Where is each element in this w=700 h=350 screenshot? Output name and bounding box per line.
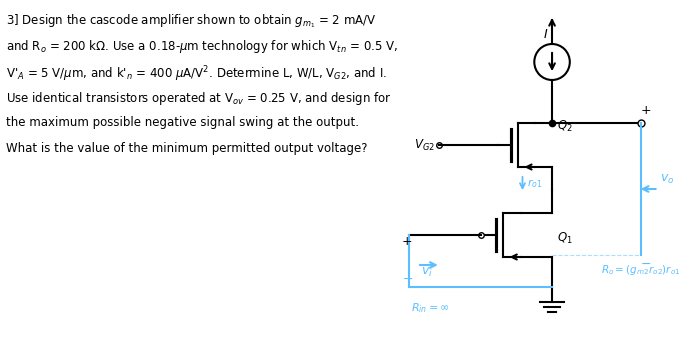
Text: $r_{o1}$: $r_{o1}$ bbox=[527, 177, 543, 190]
Text: $R_{in} = \infty$: $R_{in} = \infty$ bbox=[411, 301, 450, 315]
Text: 3] Design the cascode amplifier shown to obtain $g_{m_1}$ = 2 mA/V: 3] Design the cascode amplifier shown to… bbox=[6, 12, 377, 29]
Text: $Q_1$: $Q_1$ bbox=[557, 230, 573, 246]
Text: $-$: $-$ bbox=[402, 272, 413, 285]
Text: $Q_2$: $Q_2$ bbox=[557, 118, 573, 134]
Text: I: I bbox=[543, 28, 547, 41]
Text: $V_{G2}$: $V_{G2}$ bbox=[414, 138, 435, 153]
Text: $-$: $-$ bbox=[640, 257, 651, 270]
Text: the maximum possible negative signal swing at the output.: the maximum possible negative signal swi… bbox=[6, 116, 359, 129]
Text: +: + bbox=[640, 104, 651, 117]
Text: $v_i$: $v_i$ bbox=[421, 266, 433, 279]
Text: What is the value of the minimum permitted output voltage?: What is the value of the minimum permitt… bbox=[6, 142, 368, 155]
Text: $R_o = (g_{m2}r_{o2})r_{o1}$: $R_o = (g_{m2}r_{o2})r_{o1}$ bbox=[601, 263, 681, 277]
Text: +: + bbox=[402, 235, 412, 248]
Text: $v_o$: $v_o$ bbox=[661, 173, 675, 186]
Text: and R$_o$ = 200 k$\Omega$. Use a 0.18-$\mu$m technology for which V$_{tn}$ = 0.5: and R$_o$ = 200 k$\Omega$. Use a 0.18-$\… bbox=[6, 38, 398, 55]
Text: V'$_A$ = 5 V/$\mu$m, and k'$_n$ = 400 $\mu$A/V$^2$. Determine L, W/L, V$_{G2}$, : V'$_A$ = 5 V/$\mu$m, and k'$_n$ = 400 $\… bbox=[6, 64, 387, 84]
Text: Use identical transistors operated at V$_{ov}$ = 0.25 V, and design for: Use identical transistors operated at V$… bbox=[6, 90, 391, 107]
